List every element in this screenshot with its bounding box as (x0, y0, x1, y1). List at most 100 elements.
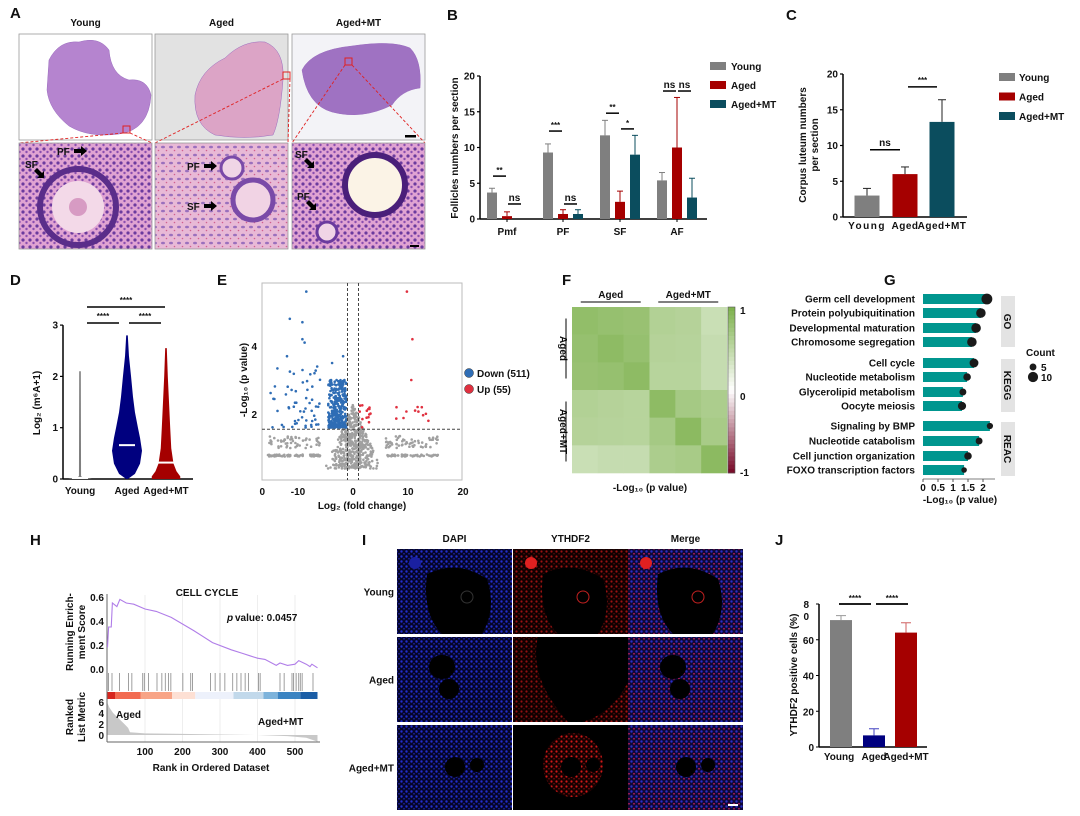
point-up (405, 410, 408, 413)
point-down (312, 414, 316, 418)
point-down (338, 384, 342, 388)
term-label: Nucleotide catabolism (809, 437, 915, 448)
colorbar-frame (727, 306, 736, 474)
rank-color-segment (172, 692, 196, 699)
point-down (305, 379, 309, 383)
point-not-significant (273, 436, 276, 440)
point-down (344, 381, 348, 385)
point-not-significant (308, 453, 312, 457)
x-tick-label: Aged (115, 486, 140, 497)
point-down (305, 419, 308, 422)
heatmap-cell (572, 334, 599, 363)
y-tick-label: 0.0 (90, 665, 104, 676)
point-down (335, 378, 338, 382)
point-not-significant (419, 445, 423, 449)
point-not-significant (353, 420, 357, 423)
heatmap-cell (675, 307, 702, 335)
zoom-guide-line (129, 132, 153, 144)
point-down (310, 409, 314, 413)
x-tick-label: 1 (950, 483, 956, 494)
heatmap-cell (572, 307, 599, 335)
term-label: Chromosome segregation (791, 338, 915, 349)
point-up (367, 407, 370, 411)
significance-label: ns (664, 80, 676, 91)
y-tick-label: 0 (52, 475, 58, 486)
point-not-significant (430, 455, 434, 458)
term-label: Signaling by BMP (831, 422, 916, 433)
bar-aged (863, 735, 885, 747)
point-not-significant (420, 453, 423, 457)
violin-young (68, 371, 92, 479)
point-not-significant (276, 439, 280, 442)
point-down (332, 421, 336, 424)
facet-label: GO (1001, 314, 1012, 330)
point-not-significant (404, 453, 407, 457)
point-not-significant (358, 422, 362, 426)
count-dot (957, 401, 967, 411)
oocyte (670, 679, 690, 699)
point-not-significant (341, 447, 345, 451)
count-dot (964, 452, 972, 460)
point-down (340, 390, 344, 393)
point-not-significant (384, 437, 388, 440)
point-down (330, 393, 333, 397)
small-follicle (640, 557, 652, 569)
colorbar-tick-label: 1 (740, 306, 746, 317)
zoom-region-marker (282, 71, 291, 80)
colorbar-segment (728, 336, 735, 341)
row-group-label: Aged (557, 336, 568, 361)
follicle (342, 152, 408, 218)
term-label: FOXO transcription factors (787, 466, 916, 477)
point-not-significant (397, 444, 401, 447)
y-tick-label: 0.2 (90, 641, 104, 652)
term-label: Nucleotide metabolism (806, 373, 916, 384)
bar-young (830, 620, 852, 747)
point-not-significant (424, 443, 428, 446)
x-tick-label: 10 (402, 487, 414, 498)
point-down (340, 420, 343, 424)
point-up (417, 410, 420, 413)
violin-aged-mt (151, 348, 181, 479)
point-not-significant (360, 465, 364, 468)
point-up (410, 378, 413, 382)
point-not-significant (291, 439, 295, 443)
heatmap-cell (623, 445, 650, 474)
y-tick-label: 2 (98, 720, 104, 731)
point-not-significant (304, 446, 308, 450)
y-tick-label: 0.4 (90, 617, 104, 628)
count-dot (975, 437, 983, 445)
enrichment-bar (923, 465, 965, 475)
point-not-significant (428, 438, 432, 442)
y-tick-label-top: 8 (803, 600, 809, 611)
heatmap-cell (597, 390, 624, 418)
y-tick-label: 5 (832, 177, 838, 188)
x-tick-label: 0.5 (931, 483, 945, 494)
point-not-significant (279, 445, 283, 448)
point-down (343, 424, 347, 428)
rank-color-segment (115, 692, 141, 699)
point-not-significant (359, 453, 362, 457)
point-not-significant (339, 459, 343, 462)
point-not-significant (342, 462, 345, 466)
enrichment-bar (923, 372, 968, 382)
colorbar-segment (728, 410, 735, 416)
point-down (338, 410, 341, 414)
point-not-significant (338, 460, 341, 464)
x-tick-label: Young (848, 221, 886, 232)
point-down (330, 388, 334, 392)
point-down (313, 371, 316, 375)
point-not-significant (435, 442, 438, 445)
y-axis-label: Follicles numbers per section (450, 77, 461, 218)
rank-color-segment (195, 692, 234, 699)
point-down (337, 387, 341, 390)
point-down (300, 416, 304, 419)
heatmap-cell (675, 417, 702, 446)
stain-region (397, 637, 512, 722)
heatmap-cell (597, 417, 624, 446)
row-group-label: Aged+MT (557, 409, 568, 454)
point-not-significant (351, 442, 355, 446)
point-not-significant (400, 453, 404, 456)
point-not-significant (400, 455, 404, 458)
bar-aged-mt (630, 154, 640, 219)
point-not-significant (334, 467, 338, 470)
